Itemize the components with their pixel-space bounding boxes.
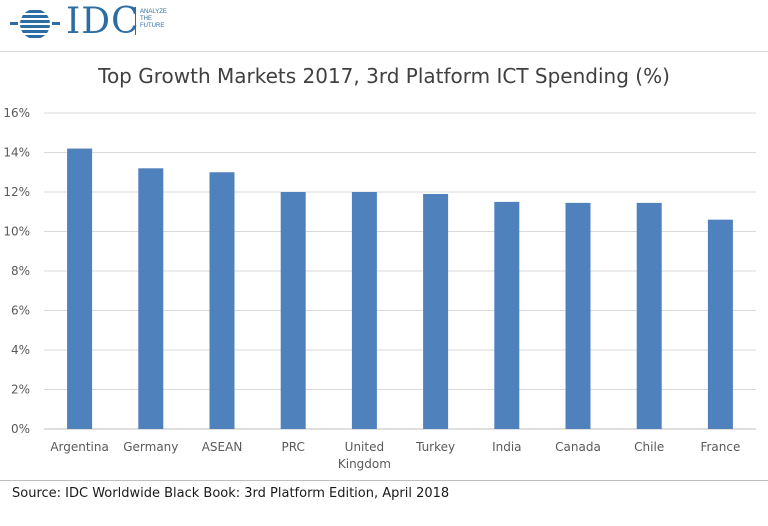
tagline-line: FUTURE: [140, 23, 165, 29]
y-tick-label: 16%: [3, 106, 30, 120]
tagline-line: THE: [140, 16, 152, 22]
logo-tagline: ANALYZE THE FUTURE: [140, 9, 167, 30]
y-tick-label: 14%: [3, 146, 30, 160]
bar: [280, 192, 306, 429]
x-tick-label: ASEAN: [202, 440, 243, 454]
bar: [209, 172, 235, 429]
logo-text: IDC: [66, 1, 140, 42]
x-tick-label: Canada: [555, 440, 601, 454]
bar: [67, 148, 93, 430]
y-tick-label: 12%: [3, 185, 30, 199]
idc-globe-icon: [10, 10, 60, 38]
bar: [494, 201, 520, 429]
x-tick-label: PRC: [282, 440, 305, 454]
tagline-line: ANALYZE: [140, 9, 167, 15]
header-divider: [0, 51, 768, 52]
bar: [423, 193, 449, 429]
x-tick-label: Chile: [634, 440, 664, 454]
y-tick-label: 0%: [11, 422, 30, 436]
x-tick-label: Germany: [123, 440, 178, 454]
bar: [351, 192, 377, 429]
x-tick-label: Argentina: [50, 440, 109, 454]
x-tick-label: India: [492, 440, 521, 454]
bar: [138, 168, 164, 430]
y-tick-label: 6%: [11, 304, 30, 318]
x-tick-label: Turkey: [415, 440, 455, 454]
footer-divider: [0, 480, 768, 481]
bar-chart: 0% 2% 4% 6% 8% 10% 12% 14% 16% Argentina Germany AS…: [3, 106, 756, 471]
bar: [636, 202, 662, 429]
bar: [565, 202, 591, 429]
y-tick-label: 2%: [11, 383, 30, 397]
y-tick-label: 4%: [11, 343, 30, 357]
logo-separator: [135, 7, 136, 35]
y-tick-label: 10%: [3, 225, 30, 239]
header: IDC ANALYZE THE FUTURE: [0, 0, 768, 46]
bar: [707, 219, 733, 429]
x-tick-label: United Kingdom: [338, 440, 391, 471]
y-tick-label: 8%: [11, 264, 30, 278]
source-note: Source: IDC Worldwide Black Book: 3rd Pl…: [12, 486, 450, 501]
x-tick-label: France: [700, 440, 740, 454]
chart-title: Top Growth Markets 2017, 3rd Platform IC…: [98, 64, 670, 88]
